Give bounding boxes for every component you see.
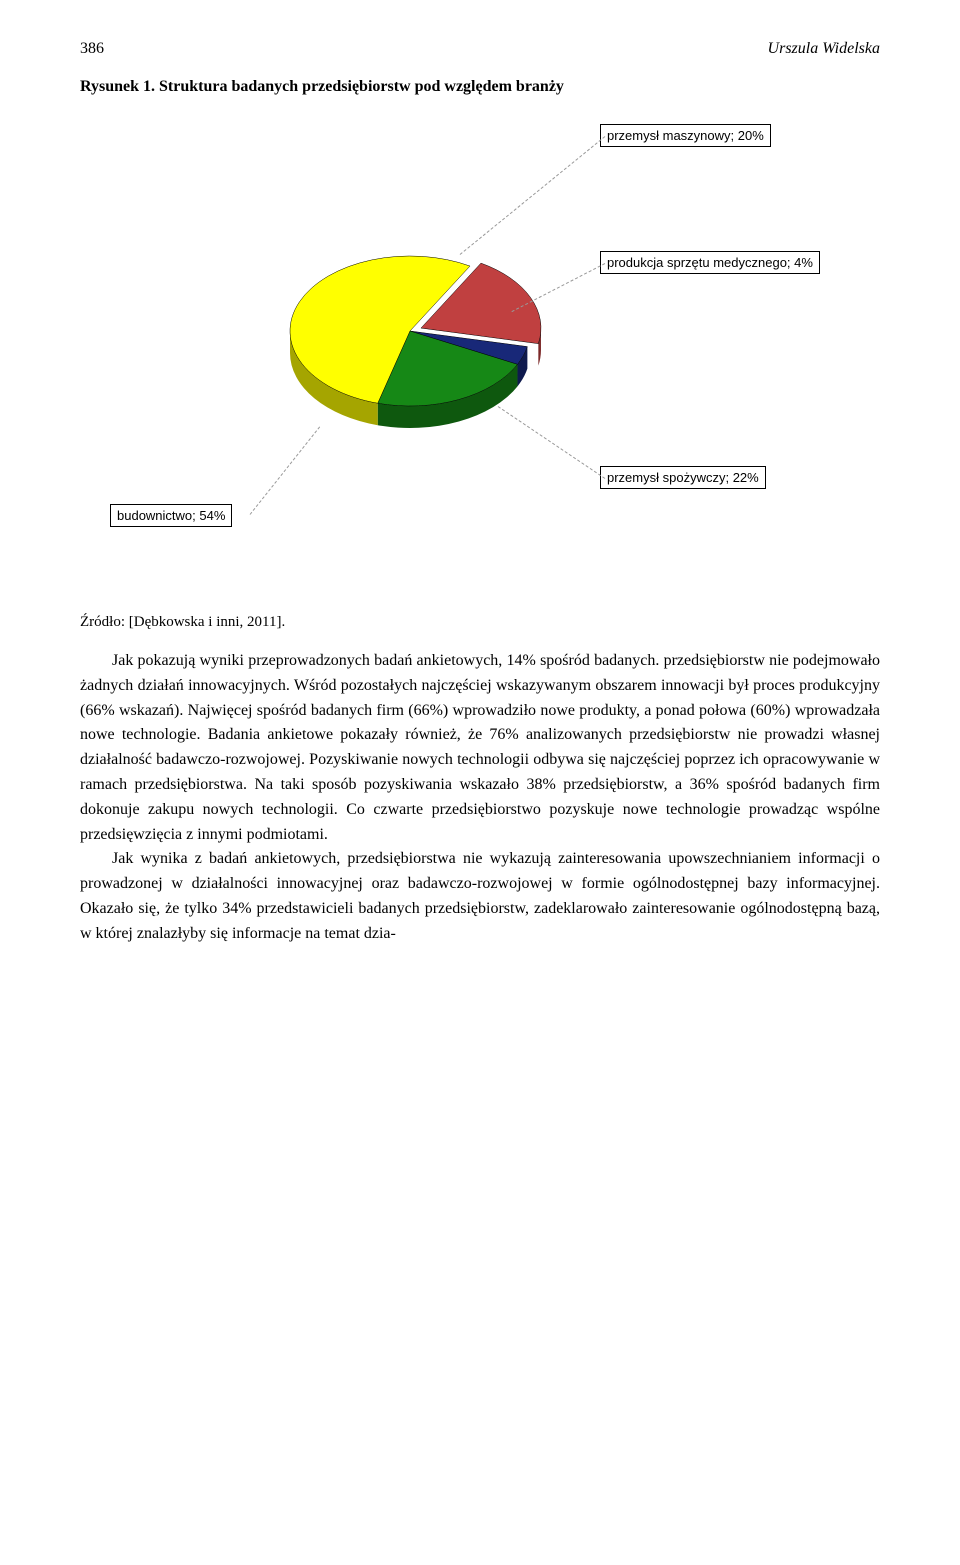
page-header: 386 Urszula Widelska — [80, 40, 880, 58]
author-name: Urszula Widelska — [768, 40, 880, 58]
paragraph-2: Jak wynika z badań ankietowych, przedsię… — [80, 847, 880, 946]
pie-chart-container: przemysł maszynowy; 20% produkcja sprzętu… — [80, 106, 880, 606]
page-number: 386 — [80, 40, 104, 58]
pie-label: przemysł maszynowy; 20% — [600, 124, 771, 147]
paragraph-1: Jak pokazują wyniki przeprowadzonych bad… — [80, 649, 880, 847]
pie-chart — [260, 216, 560, 466]
pie-label: budownictwo; 54% — [110, 504, 232, 527]
figure-caption: Rysunek 1. Struktura badanych przedsiębi… — [80, 78, 880, 96]
pie-label: przemysł spożywczy; 22% — [600, 466, 766, 489]
pie-label: produkcja sprzętu medycznego; 4% — [600, 251, 820, 274]
body-text: Jak pokazują wyniki przeprowadzonych bad… — [80, 649, 880, 947]
figure-source: Źródło: [Dębkowska i inni, 2011]. — [80, 614, 880, 631]
pie-svg — [260, 216, 560, 466]
